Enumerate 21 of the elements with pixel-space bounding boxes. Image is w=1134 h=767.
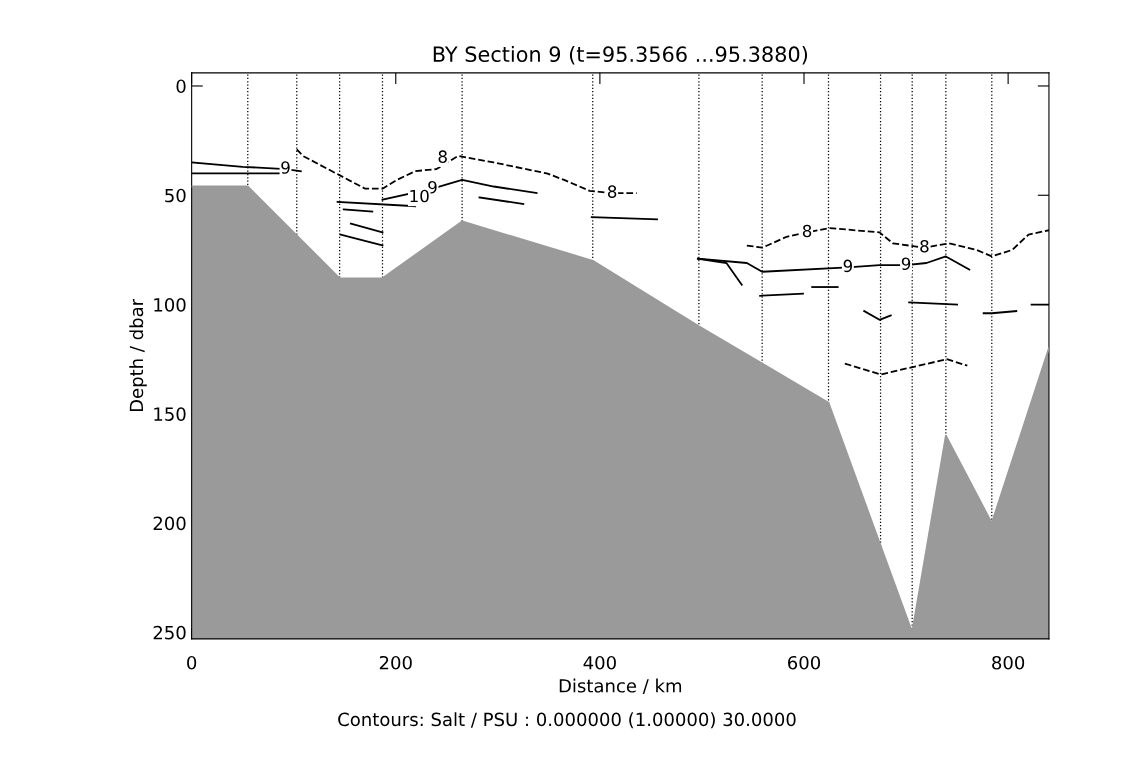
x-tick-label: 600 [788, 655, 821, 670]
annotation: 8 [920, 239, 929, 253]
x-tick-label: 200 [379, 655, 412, 670]
y-tick-label: 150 [154, 407, 186, 421]
x-tick-label: 800 [992, 655, 1025, 670]
y-tick-label: 0 [176, 79, 186, 94]
x-tick-label: 400 [583, 655, 616, 670]
annotation: 9 [901, 257, 911, 271]
annotation: 8 [438, 150, 447, 163]
annotation: 8 [607, 185, 617, 198]
x-axis-title: Distance / km [559, 678, 682, 694]
chart-title: BY Section 9 (t=95.3566 ...95.3880) [433, 45, 808, 65]
y-tick-label: 50 [165, 188, 186, 203]
y-axis-title: Depth / dbar [129, 298, 147, 412]
text: Contours: Salt / PSU : 0.000000 (1.00000) 30.0000 [338, 712, 796, 729]
x-tick-label: 0 [187, 655, 197, 670]
y-tick-label: 200 [153, 516, 186, 531]
annotation: 9 [281, 161, 290, 174]
y-tick-label: 250 [153, 625, 186, 640]
y-tick-label: 100 [154, 297, 186, 312]
annotation: 10 [410, 189, 429, 203]
